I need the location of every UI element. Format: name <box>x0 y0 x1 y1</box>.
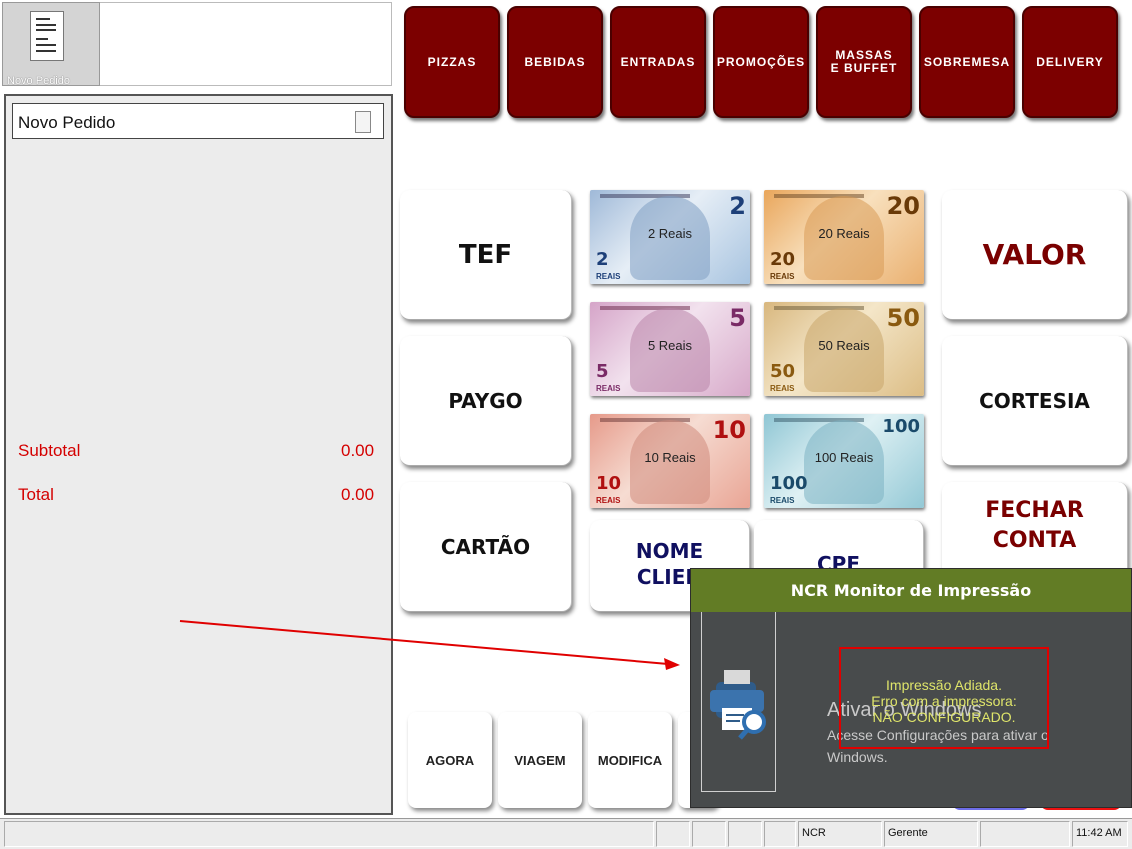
windows-watermark-line1: Acesse Configurações para ativar o <box>827 727 1049 743</box>
bill-5-denomination-small: 5 <box>596 361 609 382</box>
status-cell <box>980 821 1070 847</box>
bill-2-reais-button[interactable]: 2 2 REAIS 2 Reais <box>590 190 750 284</box>
category-delivery-button[interactable]: DELIVERY <box>1022 6 1118 118</box>
bill-100-denomination: 100 <box>882 416 920 437</box>
modifica-button[interactable]: MODIFICA <box>588 712 672 808</box>
message-line2: Erro com a impressora: <box>871 693 1017 709</box>
nome-cliente-line1: NOME <box>635 539 704 563</box>
total-value: 0.00 <box>341 485 375 504</box>
fechar-conta-line2: CONTA <box>992 528 1077 553</box>
windows-watermark-title: Ativar o Windows <box>827 699 982 721</box>
paygo-button[interactable]: PAYGO <box>400 336 572 466</box>
bill-5-label: 5 Reais <box>647 338 693 353</box>
bill-5-reais-button[interactable]: 5 5 REAIS 5 Reais <box>590 302 750 396</box>
message-line1: Impressão Adiada. <box>886 677 1002 693</box>
status-role: Gerente <box>884 821 978 847</box>
bill-2-denomination-small: 2 <box>596 249 609 270</box>
category-sobremesa-button[interactable]: SOBREMESA <box>919 6 1015 118</box>
bill-50-denomination: 50 <box>886 304 920 332</box>
bill-2-reais: REAIS <box>596 272 621 281</box>
document-icon <box>355 111 371 133</box>
printer-search-icon <box>710 670 766 740</box>
effigy-image <box>630 308 710 392</box>
bill-50-label: 50 Reais <box>818 338 870 353</box>
bill-20-denomination: 20 <box>886 192 920 220</box>
order-title: Novo Pedido <box>18 113 116 132</box>
error-message-box: Impressão Adiada. Erro com a impressora:… <box>839 647 1049 749</box>
bill-20-reais: REAIS <box>770 272 795 281</box>
new-order-tile-label: Novo Pedido <box>7 75 70 87</box>
bill-50-denomination-small: 50 <box>770 361 796 382</box>
bill-5-reais: REAIS <box>596 384 621 393</box>
bill-100-label: 100 Reais <box>814 450 874 465</box>
effigy-image <box>630 196 710 280</box>
bill-100-reais: REAIS <box>770 496 795 505</box>
bill-100-reais-button[interactable]: 100 100 REAIS 100 Reais <box>764 414 924 508</box>
category-pizzas-button[interactable]: PIZZAS <box>404 6 500 118</box>
category-massas-buffet-button[interactable]: MASSAS E BUFFET <box>816 6 912 118</box>
order-panel <box>4 94 393 815</box>
bill-10-denomination: 10 <box>712 416 746 444</box>
order-header[interactable]: Novo Pedido <box>12 103 384 139</box>
bill-20-reais-button[interactable]: 20 20 REAIS 20 Reais <box>764 190 924 284</box>
valor-button[interactable]: VALOR <box>942 190 1128 320</box>
effigy-image <box>804 196 884 280</box>
message-line3: NÃO CONFIGURADO. <box>872 709 1016 725</box>
category-promocoes-button[interactable]: PROMOÇÕES <box>713 6 809 118</box>
bill-2-label: 2 Reais <box>647 226 693 241</box>
status-cell <box>728 821 762 847</box>
fechar-conta-button[interactable]: FECHAR CONTA <box>942 482 1128 582</box>
subtotal-label: Subtotal <box>18 441 81 460</box>
bill-100-denomination-small: 100 <box>770 473 808 494</box>
bill-50-reais: REAIS <box>770 384 795 393</box>
document-icon <box>30 11 64 61</box>
status-user: NCR <box>798 821 882 847</box>
bill-10-denomination-small: 10 <box>596 473 622 494</box>
new-order-tile[interactable]: Novo Pedido <box>2 2 100 87</box>
print-monitor-popup: NCR Monitor de Impressão Ativar o Window… <box>690 568 1132 808</box>
windows-watermark-line2: Windows. <box>827 749 888 765</box>
effigy-image <box>804 420 884 504</box>
category-bebidas-button[interactable]: BEBIDAS <box>507 6 603 118</box>
viagem-button[interactable]: VIAGEM <box>498 712 582 808</box>
tef-button[interactable]: TEF <box>400 190 572 320</box>
status-time: 11:42 AM <box>1072 821 1128 847</box>
popup-title: NCR Monitor de Impressão <box>691 569 1131 612</box>
bill-10-reais-button[interactable]: 10 10 REAIS 10 Reais <box>590 414 750 508</box>
subtotal-value: 0.00 <box>341 441 375 460</box>
bill-10-reais: REAIS <box>596 496 621 505</box>
category-entradas-button[interactable]: ENTRADAS <box>610 6 706 118</box>
bill-5-denomination: 5 <box>729 304 746 332</box>
effigy-image <box>630 420 710 504</box>
cartao-button[interactable]: CARTÃO <box>400 482 572 612</box>
status-cell <box>656 821 690 847</box>
effigy-image <box>804 308 884 392</box>
agora-button[interactable]: AGORA <box>408 712 492 808</box>
bill-10-label: 10 Reais <box>644 450 696 465</box>
status-cell <box>764 821 796 847</box>
top-left-bar <box>100 2 392 86</box>
status-cell-main <box>4 821 654 847</box>
bill-20-label: 20 Reais <box>818 226 870 241</box>
status-cell <box>692 821 726 847</box>
bill-20-denomination-small: 20 <box>770 249 796 270</box>
bill-2-denomination: 2 <box>729 192 746 220</box>
status-bar <box>0 818 1132 849</box>
total-label: Total <box>18 485 54 504</box>
cortesia-button[interactable]: CORTESIA <box>942 336 1128 466</box>
fechar-conta-line1: FECHAR <box>985 498 1084 523</box>
bill-50-reais-button[interactable]: 50 50 REAIS 50 Reais <box>764 302 924 396</box>
popup-icon-frame <box>701 612 776 792</box>
